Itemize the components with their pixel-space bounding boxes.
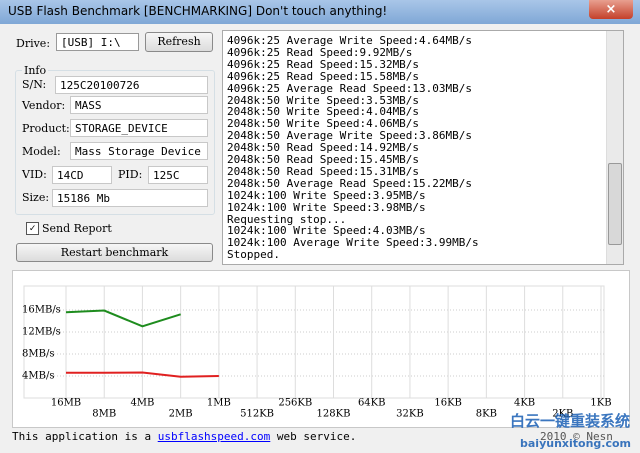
x-tick-label: 2MB: [169, 409, 193, 420]
field-value: MASS: [70, 96, 208, 114]
window-title: USB Flash Benchmark [BENCHMARKING] Don't…: [8, 4, 388, 18]
footer-text: This application is a: [12, 430, 158, 443]
log-line: Requesting stop...: [227, 212, 347, 226]
log-line: 2048k:50 Read Speed:15.45MB/s: [227, 153, 420, 166]
y-tick-label: 12MB/s: [22, 327, 61, 338]
info-title: Info: [22, 64, 49, 77]
field-label: Vendor:: [22, 99, 66, 112]
field-label: Product:: [22, 122, 70, 135]
field-label: PID:: [118, 168, 143, 181]
series-line: [65, 309, 181, 328]
log-line: 2048k:50 Average Write Speed:3.86MB/s: [227, 129, 473, 143]
y-tick-label: 16MB/s: [22, 305, 61, 316]
field-label: VID:: [22, 168, 47, 181]
x-tick-label: 32KB: [396, 409, 424, 420]
field-value: 125C20100726: [55, 76, 208, 94]
log-line: 2048k:50 Write Speed:4.06MB/s: [227, 117, 420, 131]
footer: This application is a usbflashspeed.com …: [12, 430, 356, 443]
y-tick-label: 4MB/s: [22, 371, 54, 382]
log-line: 2048k:50 Write Speed:3.53MB/s: [227, 93, 420, 107]
x-tick-label: 1MB: [207, 398, 231, 409]
y-tick-label: 8MB/s: [22, 349, 54, 360]
log-line: 4096k:25 Average Write Speed:4.64MB/s: [227, 34, 473, 47]
log-line: 2048k:50 Average Read Speed:15.22MB/s: [227, 176, 473, 190]
watermark: 白云一键重装系统: [510, 412, 631, 430]
log-line: 2048k:50 Read Speed:15.31MB/s: [227, 164, 420, 178]
series-line: [66, 371, 219, 378]
field-value: 14CD: [52, 166, 112, 184]
plot-frame: [23, 285, 605, 399]
title-bar: [0, 0, 640, 24]
x-tick-label: 4KB: [514, 398, 535, 409]
x-tick-label: 64KB: [358, 398, 386, 409]
x-tick-label: 128KB: [317, 409, 351, 420]
log-line: 2048k:50 Read Speed:14.92MB/s: [227, 141, 420, 155]
x-tick-label: 8MB: [92, 409, 116, 420]
chart-panel: [12, 270, 630, 428]
refresh-button[interactable]: Refresh: [145, 32, 213, 52]
field-value: Mass Storage Device: [70, 142, 208, 160]
watermark-url: baiyunxitong.com: [520, 437, 632, 450]
field-label: Size:: [22, 191, 50, 204]
close-button[interactable]: ×: [589, 0, 633, 19]
x-tick-label: 512KB: [240, 409, 274, 420]
field-label: S/N:: [22, 78, 47, 91]
log-line: 1024k:100 Write Speed:4.03MB/s: [227, 224, 426, 238]
scroll-thumb[interactable]: [608, 163, 622, 245]
field-value: 125C: [148, 166, 208, 184]
x-tick-label: 16MB: [51, 398, 81, 409]
copyright: 2010 © Nesn: [540, 430, 613, 443]
log-line: 1024k:100 Average Write Speed:3.99MB/s: [227, 236, 479, 250]
restart-button[interactable]: Restart benchmark: [16, 243, 213, 262]
x-tick-label: 16KB: [434, 398, 462, 409]
drive-label: Drive:: [16, 37, 51, 50]
log-line: 4096k:25 Read Speed:15.58MB/s: [227, 69, 420, 83]
field-value: 15186 Mb: [52, 189, 208, 207]
x-tick-label: 256KB: [278, 398, 312, 409]
log-line: 4096k:25 Average Read Speed:13.03MB/s: [227, 81, 473, 95]
field-value: STORAGE_DEVICE: [70, 119, 208, 137]
log-line: 1024k:100 Write Speed:3.98MB/s: [227, 200, 426, 214]
log-box: 4096k:25 Average Write Speed:4.64MB/s 409…: [222, 30, 624, 265]
field-label: Model:: [22, 145, 61, 158]
log-line: 1024k:100 Write Speed:3.95MB/s: [227, 188, 426, 202]
log-line: Stopped.: [227, 248, 280, 262]
footer-text: web service.: [270, 430, 357, 443]
x-tick-label: 1KB: [590, 398, 611, 409]
send-report-label: Send Report: [42, 222, 112, 235]
drive-select[interactable]: [USB] I:\: [56, 33, 139, 51]
log-line: 4096k:25 Read Speed:15.32MB/s: [227, 57, 420, 71]
x-tick-label: 4MB: [130, 398, 154, 409]
log-line: 2048k:50 Write Speed:4.04MB/s: [227, 105, 420, 119]
x-tick-label: 2KB: [552, 409, 573, 420]
log-line: 4096k:25 Read Speed:9.92MB/s: [227, 45, 413, 59]
footer-link[interactable]: usbflashspeed.com: [157, 430, 271, 443]
info-group: [15, 70, 215, 215]
checkbox[interactable]: ✓: [26, 222, 39, 235]
x-tick-label: 8KB: [476, 409, 497, 420]
